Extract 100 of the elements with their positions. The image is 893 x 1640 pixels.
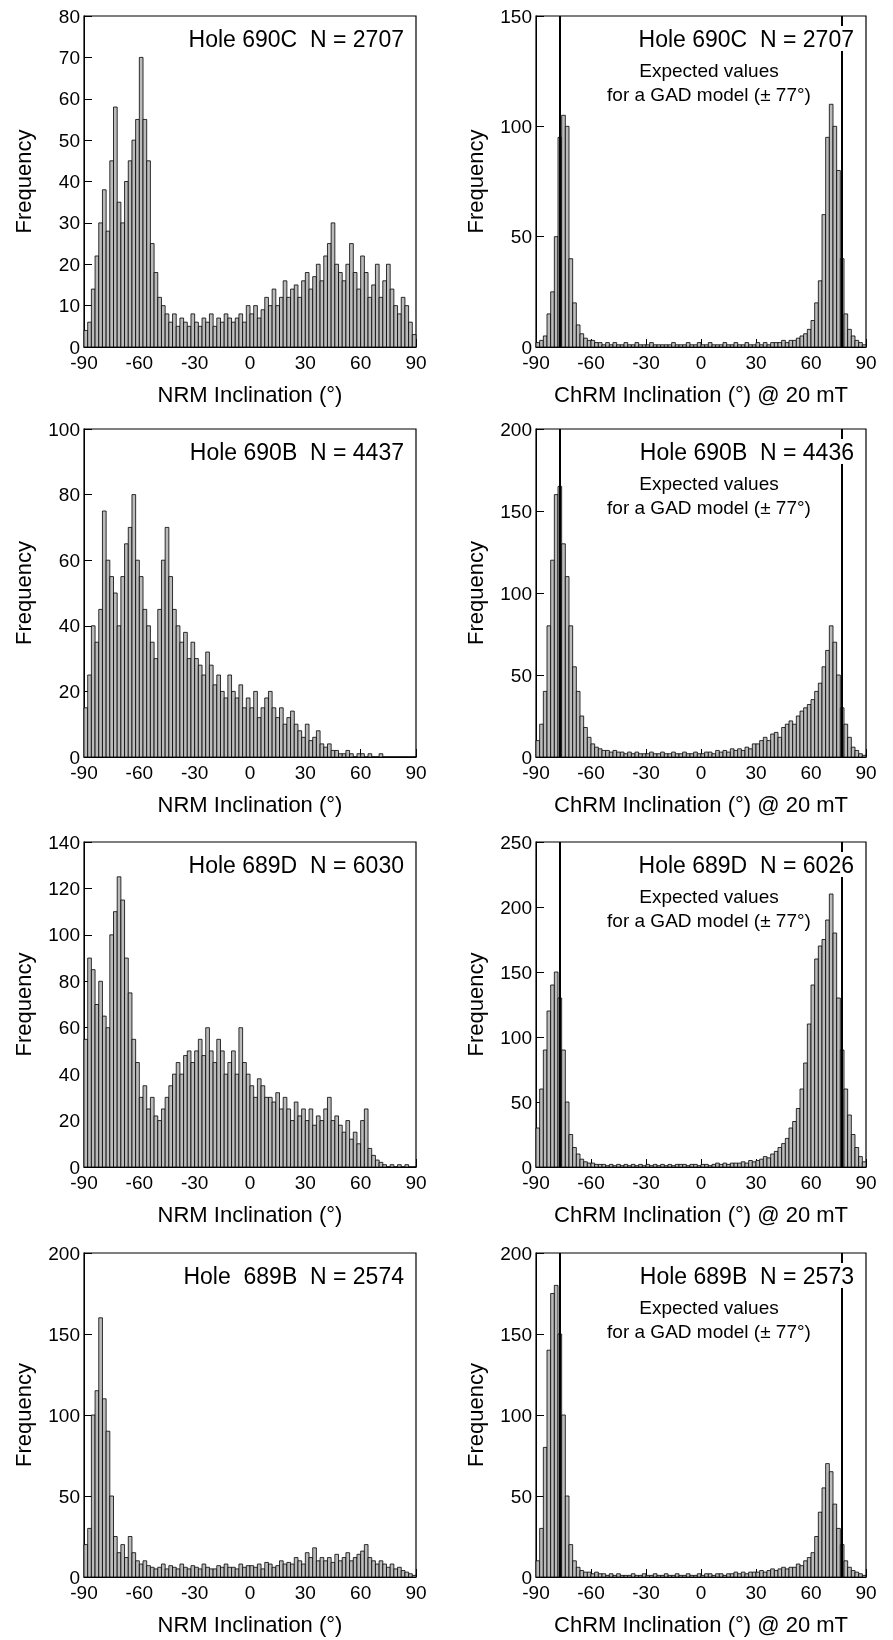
x-tick-label: 90 <box>405 1172 427 1193</box>
y-tick-label: 250 <box>500 831 532 853</box>
x-tick-label: -30 <box>180 1172 209 1193</box>
x-tick-label: -60 <box>577 1172 605 1193</box>
y-tick-label: 50 <box>510 1485 532 1507</box>
y-tick-label: 200 <box>500 1242 532 1264</box>
x-tick-label: 90 <box>855 352 877 373</box>
y-tick-label: 50 <box>58 1485 80 1507</box>
annotation: Expected values <box>639 473 779 494</box>
y-tick-label: 10 <box>58 295 80 317</box>
y-tick-label: 150 <box>48 1323 80 1345</box>
annotation: Hole 690C N = 2707 <box>188 25 404 52</box>
annotation: Hole 690B N = 4437 <box>189 438 404 465</box>
annotation: Hole 689D N = 6030 <box>188 851 404 878</box>
y-tick-label: 100 <box>500 1026 532 1048</box>
y-tick-label: 100 <box>48 1404 80 1426</box>
y-tick-label: 140 <box>48 831 80 853</box>
annotation: Hole 690C N = 2707 <box>638 25 854 52</box>
x-tick-label: -60 <box>125 1582 154 1603</box>
x-tick-label: 30 <box>294 1172 316 1193</box>
x-tick-label: 60 <box>350 1172 372 1193</box>
x-tick-label: 0 <box>244 1582 256 1603</box>
x-tick-label: 90 <box>405 352 427 373</box>
y-tick-label: 100 <box>500 582 532 604</box>
y-tick-label: 80 <box>58 970 80 992</box>
x-tick-label: -30 <box>632 762 660 783</box>
y-tick-label: 100 <box>48 924 80 946</box>
y-tick-label: 120 <box>48 877 80 899</box>
y-tick-label: 150 <box>500 1323 532 1345</box>
x-tick-label: -60 <box>577 762 605 783</box>
annotation: for a GAD model (± 77°) <box>607 1321 811 1342</box>
annotation: Hole 689D N = 6026 <box>638 851 854 878</box>
y-tick-label: 30 <box>58 212 80 234</box>
x-axis-title: ChRM Inclination (°) @ 20 mT <box>554 381 848 407</box>
x-tick-label: 60 <box>800 1582 822 1603</box>
x-tick-label: 90 <box>855 762 877 783</box>
x-tick-label: 90 <box>405 762 427 783</box>
x-tick-label: 0 <box>695 1582 707 1603</box>
x-tick-label: -60 <box>125 1172 154 1193</box>
x-tick-label: 0 <box>695 352 707 373</box>
y-tick-label: 50 <box>510 664 532 686</box>
x-axis-title: NRM Inclination (°) <box>157 381 343 407</box>
x-tick-label: 30 <box>294 352 316 373</box>
x-axis-title: NRM Inclination (°) <box>157 791 343 817</box>
y-tick-label: 100 <box>500 1404 532 1426</box>
y-axis-title: Frequency <box>462 129 488 234</box>
x-tick-label: 30 <box>294 762 316 783</box>
x-tick-label: 60 <box>800 762 822 783</box>
y-tick-label: 50 <box>510 226 532 248</box>
annotation: for a GAD model (± 77°) <box>607 84 811 105</box>
y-axis-title: Frequency <box>462 952 488 1057</box>
y-tick-label: 200 <box>500 896 532 918</box>
x-tick-label: 30 <box>294 1582 316 1603</box>
x-tick-label: -60 <box>577 352 605 373</box>
y-tick-label: 40 <box>58 1063 80 1085</box>
x-tick-label: 90 <box>855 1172 877 1193</box>
x-axis-title: ChRM Inclination (°) @ 20 mT <box>554 1201 848 1227</box>
x-tick-label: -30 <box>632 352 660 373</box>
x-tick-label: -30 <box>632 1582 660 1603</box>
annotation: Expected values <box>639 886 779 907</box>
y-axis-title: Frequency <box>462 541 488 645</box>
annotation: Hole 689B N = 2573 <box>639 1262 854 1289</box>
x-tick-label: 0 <box>695 1172 707 1193</box>
y-tick-label: 40 <box>58 615 80 637</box>
y-tick-label: 20 <box>58 680 80 702</box>
y-tick-label: 100 <box>500 115 532 137</box>
y-tick-label: 60 <box>58 549 80 571</box>
y-tick-label: 200 <box>500 418 532 440</box>
annotation: Hole 689B N = 2574 <box>183 1262 405 1289</box>
y-axis-title: Frequency <box>10 129 36 234</box>
y-tick-label: 150 <box>500 500 532 522</box>
x-tick-label: 0 <box>244 352 256 373</box>
x-tick-label: 90 <box>405 1582 427 1603</box>
y-axis-title: Frequency <box>10 952 36 1057</box>
y-tick-label: 150 <box>500 961 532 983</box>
x-tick-label: -30 <box>180 352 209 373</box>
y-tick-label: 60 <box>58 88 80 110</box>
y-tick-label: 50 <box>58 129 80 151</box>
x-tick-label: -60 <box>577 1582 605 1603</box>
x-tick-label: 60 <box>350 762 372 783</box>
y-tick-label: 20 <box>58 1110 80 1132</box>
x-tick-label: -30 <box>632 1172 660 1193</box>
x-tick-label: 0 <box>244 1172 256 1193</box>
y-tick-label: 80 <box>58 5 80 27</box>
annotation: Expected values <box>639 60 779 81</box>
x-tick-label: 30 <box>745 1172 767 1193</box>
x-tick-label: 30 <box>745 352 767 373</box>
annotation: Hole 690B N = 4436 <box>639 438 854 465</box>
x-tick-label: 90 <box>855 1582 877 1603</box>
annotation: Expected values <box>639 1297 779 1318</box>
x-tick-label: 0 <box>244 762 256 783</box>
y-axis-title: Frequency <box>462 1363 488 1467</box>
y-tick-label: 20 <box>58 253 80 275</box>
y-axis-title: Frequency <box>10 541 36 645</box>
y-tick-label: 40 <box>58 171 80 192</box>
x-axis-title: ChRM Inclination (°) @ 20 mT <box>554 1611 848 1637</box>
x-tick-label: 0 <box>695 762 707 783</box>
x-tick-label: 60 <box>800 1172 822 1193</box>
x-tick-label: 60 <box>350 1582 372 1603</box>
y-tick-label: 70 <box>58 46 80 68</box>
